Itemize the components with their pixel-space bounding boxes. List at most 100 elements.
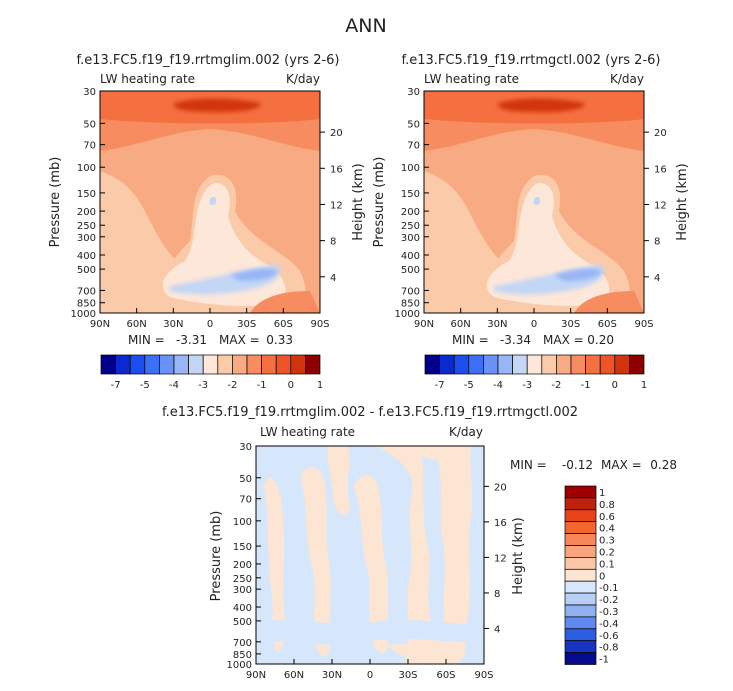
y2-tick-label: 4 xyxy=(330,273,336,284)
fill-band-6 xyxy=(422,456,445,638)
y-tick-label: 400 xyxy=(401,251,420,262)
y-tick-label: 400 xyxy=(77,251,96,262)
y2-tick-label: 8 xyxy=(330,237,336,248)
colorbar-swatch xyxy=(564,497,597,511)
colorbar-swatch xyxy=(614,354,630,375)
colorbar-swatch xyxy=(217,354,233,375)
x-tick-label: 30S xyxy=(561,319,580,330)
chart-3-y2-label: Height (km) xyxy=(511,517,526,594)
x-tick-label: 30N xyxy=(163,319,183,330)
chart-panel-1: f.e13.FC5.f19_f19.rrtmglim.002 (yrs 2-6)… xyxy=(48,53,366,347)
y-tick-label: 500 xyxy=(233,617,252,628)
colorbar-label: 0 xyxy=(288,380,294,391)
chart-2-left-label: LW heating rate xyxy=(424,72,519,86)
x-tick-label: 90S xyxy=(310,319,329,330)
y2-tick-label: 12 xyxy=(330,200,343,211)
fill-cold-2 xyxy=(209,196,217,206)
chart-3-y-label: Pressure (mb) xyxy=(209,511,224,602)
colorbar-label: -0.2 xyxy=(599,595,619,606)
x-tick-label: 0 xyxy=(531,319,537,330)
colorbar-label: -0.6 xyxy=(599,631,619,642)
colorbar-label: -4 xyxy=(169,380,179,391)
x-tick-label: 60N xyxy=(451,319,471,330)
colorbar-label: 0 xyxy=(599,571,605,582)
y-tick-label: 250 xyxy=(401,221,420,232)
colorbar-swatch xyxy=(261,354,277,375)
page-title: ANN xyxy=(345,15,386,37)
fill-surface xyxy=(250,291,320,313)
chart-2-y-label: Pressure (mb) xyxy=(372,157,387,248)
colorbar-label: -7 xyxy=(435,380,445,391)
colorbar-label: -2 xyxy=(227,380,237,391)
chart-3-x-ticks: 90N 60N 30N 0 30S 60S 90S xyxy=(246,659,494,681)
y2-tick-label: 16 xyxy=(654,164,667,175)
chart-2-min-value: -3.34 xyxy=(500,333,531,347)
colorbar-swatch xyxy=(483,354,499,375)
colorbar-swatch xyxy=(202,354,219,375)
colorbar-swatch xyxy=(275,354,292,375)
y-tick-label: 700 xyxy=(233,638,252,649)
chart-3-max-label: MAX = xyxy=(601,458,642,472)
colorbar-label: -7 xyxy=(111,380,121,391)
colorbar-swatch xyxy=(526,354,543,375)
chart-3-max-value: 0.28 xyxy=(650,458,677,472)
fill-band-2 xyxy=(300,467,331,657)
y-tick-label: 70 xyxy=(239,495,252,506)
fill-band-1 xyxy=(264,477,285,652)
chart-2-heatmap xyxy=(424,91,644,313)
colorbar-3: 10.80.60.40.30.20.10-0.1-0.2-0.3-0.4-0.6… xyxy=(564,485,619,666)
colorbar-swatch xyxy=(564,557,597,570)
colorbar-label: 1 xyxy=(599,488,605,499)
y-tick-label: 30 xyxy=(239,442,252,453)
chart-1-y2-ticks: 20 16 12 8 4 xyxy=(320,128,343,284)
chart-3-title: f.e13.FC5.f19_f19.rrtmglim.002 - f.e13.F… xyxy=(162,405,578,420)
colorbar-swatch xyxy=(188,354,204,375)
chart-3-right-label: K/day xyxy=(449,425,483,439)
colorbar-swatch xyxy=(424,354,440,375)
y-tick-label: 500 xyxy=(77,265,96,276)
x-tick-label: 60S xyxy=(436,670,455,681)
colorbar-swatch xyxy=(232,354,248,375)
fill-surface xyxy=(574,291,644,313)
y2-tick-label: 12 xyxy=(654,200,667,211)
colorbar-1: -7 -5 -4 -3 -2 -1 0 1 xyxy=(100,354,323,391)
y2-tick-label: 16 xyxy=(330,164,343,175)
colorbar-label: -0.8 xyxy=(599,643,619,654)
colorbar-swatch xyxy=(564,616,597,630)
colorbar-label: -1 xyxy=(599,655,609,666)
y-tick-label: 700 xyxy=(401,286,420,297)
y-tick-label: 50 xyxy=(407,119,420,130)
y-tick-label: 300 xyxy=(401,233,420,244)
x-tick-label: 60S xyxy=(274,319,293,330)
y2-tick-label: 12 xyxy=(494,553,507,564)
x-tick-label: 60N xyxy=(284,670,304,681)
colorbar-swatch xyxy=(305,354,321,375)
chart-1-x-ticks: 90N 60N 30N 0 30S 60S 90S xyxy=(90,308,330,330)
colorbar-swatch xyxy=(512,354,528,375)
colorbar-swatch xyxy=(453,354,470,375)
chart-panel-3: f.e13.FC5.f19_f19.rrtmglim.002 - f.e13.F… xyxy=(162,405,677,681)
fill-max xyxy=(174,98,261,113)
colorbar-swatch xyxy=(115,354,131,375)
colorbar-label: -0.1 xyxy=(599,583,619,594)
y-tick-label: 50 xyxy=(83,119,96,130)
colorbar-swatch xyxy=(564,652,597,665)
chart-2-y2-ticks: 20 16 12 8 4 xyxy=(644,128,667,284)
y-tick-label: 30 xyxy=(407,87,420,98)
fill-max xyxy=(498,98,585,113)
colorbar-swatch xyxy=(541,354,557,375)
y-tick-label: 30 xyxy=(83,87,96,98)
colorbar-swatch xyxy=(564,545,597,558)
colorbar-label: 0.1 xyxy=(599,559,615,570)
y2-tick-label: 20 xyxy=(494,482,507,493)
y-tick-label: 300 xyxy=(233,585,252,596)
fill-cold-3 xyxy=(230,268,278,281)
y-tick-label: 850 xyxy=(401,299,420,310)
y-tick-label: 300 xyxy=(77,233,96,244)
chart-1-title: f.e13.FC5.f19_f19.rrtmglim.002 (yrs 2-6) xyxy=(76,53,339,68)
fill-band-8 xyxy=(386,643,457,659)
colorbar-label: 0.3 xyxy=(599,536,615,547)
